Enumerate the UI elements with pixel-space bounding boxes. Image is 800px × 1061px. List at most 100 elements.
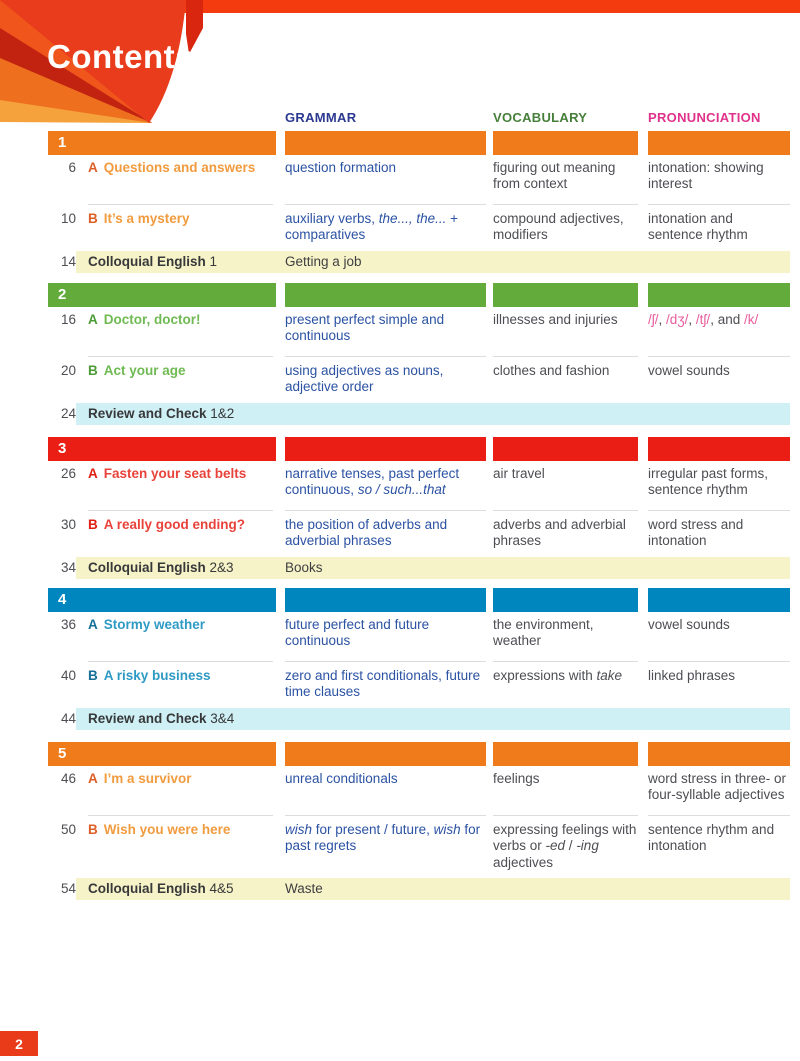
text-part: narrative tenses, past perfect continuou… bbox=[285, 466, 460, 498]
text-part: using adjectives as nouns, adjective ord… bbox=[285, 363, 444, 395]
lesson-vocabulary: air travel bbox=[493, 466, 638, 507]
lesson-grammar: narrative tenses, past perfect continuou… bbox=[285, 466, 486, 507]
lesson-grammar: present perfect simple and continuous bbox=[285, 312, 486, 353]
text-part: intonation and sentence rhythm bbox=[648, 211, 748, 243]
lesson-vocabulary: clothes and fashion bbox=[493, 356, 638, 396]
lesson-pronunciation: vowel sounds bbox=[648, 356, 790, 396]
unit-bar-segment: 1 bbox=[48, 131, 276, 155]
text-part: the..., the... bbox=[378, 211, 447, 226]
band-page-number: 54 bbox=[60, 881, 76, 897]
lesson-row: 30 B A really good ending? the position of … bbox=[48, 510, 790, 550]
lesson-pronunciation: vowel sounds bbox=[648, 617, 790, 658]
lesson-row: 26 A Fasten your seat belts narrative tense… bbox=[48, 466, 790, 507]
text-part: word stress and intonation bbox=[648, 517, 744, 549]
lesson-letter: A bbox=[88, 466, 98, 481]
lesson-row: 6 A Questions and answers question formatio… bbox=[48, 160, 790, 201]
band-row: 34 Colloquial English 2&3 Books bbox=[48, 556, 790, 579]
lesson-page-number: 6 bbox=[68, 160, 76, 175]
band-content: Waste bbox=[285, 881, 323, 897]
text-part: , bbox=[658, 312, 667, 327]
unit-bar-segment: 4 bbox=[48, 588, 276, 612]
text-part: figuring out meaning from context bbox=[493, 160, 616, 192]
text-part: feelings bbox=[493, 771, 540, 786]
lesson-page-number: 46 bbox=[60, 771, 76, 786]
unit-bar-segment bbox=[493, 437, 638, 461]
text-part: take bbox=[596, 668, 623, 683]
lesson-row: 50 B Wish you were here wish for present / … bbox=[48, 815, 790, 871]
unit-number: 1 bbox=[58, 134, 67, 151]
band-label-suffix: 2&3 bbox=[205, 559, 234, 575]
lesson-vocabulary: compound adjectives, modifiers bbox=[493, 204, 638, 244]
band-label: Review and Check 3&4 bbox=[88, 708, 234, 730]
text-part: wish bbox=[285, 822, 313, 837]
text-part: , bbox=[688, 312, 696, 327]
lesson-title: Fasten your seat belts bbox=[103, 466, 247, 481]
band-label-suffix: 4&5 bbox=[205, 881, 234, 897]
lesson-row: 40 B A risky business zero and first condit… bbox=[48, 661, 790, 701]
lesson-grammar: zero and first conditionals, future time… bbox=[285, 661, 486, 701]
lesson-title-cell: B Wish you were here bbox=[88, 815, 273, 871]
lesson-title: Doctor, doctor! bbox=[103, 312, 201, 327]
unit-4-header-bar: 4 bbox=[48, 588, 790, 612]
lesson-letter: B bbox=[88, 668, 98, 683]
text-part: vowel sounds bbox=[648, 617, 730, 632]
lesson-grammar: the position of adverbs and adverbial ph… bbox=[285, 510, 486, 550]
text-part: sentence rhythm and intonation bbox=[648, 822, 775, 854]
lesson-vocabulary: the environment, weather bbox=[493, 617, 638, 658]
text-part: wish bbox=[433, 822, 461, 837]
lesson-page-number: 50 bbox=[60, 822, 76, 837]
text-part: word stress in three- or four-syllable a… bbox=[648, 771, 787, 803]
text-part: irregular past forms, sentence rhythm bbox=[648, 466, 769, 498]
lesson-row: 46 A I’m a survivor unreal conditionals feel… bbox=[48, 771, 790, 812]
text-part: future perfect and future continuous bbox=[285, 617, 430, 649]
lesson-title: Wish you were here bbox=[103, 822, 231, 837]
lesson-letter: A bbox=[88, 617, 98, 632]
lesson-pronunciation: word stress and intonation bbox=[648, 510, 790, 550]
unit-5-header-bar: 5 bbox=[48, 742, 790, 766]
column-header-grammar: GRAMMAR bbox=[285, 110, 357, 125]
band-label: Colloquial English 2&3 bbox=[88, 557, 234, 579]
lesson-letter: A bbox=[88, 160, 98, 175]
band-page-number: 44 bbox=[60, 710, 76, 726]
text-part: question formation bbox=[285, 160, 397, 175]
lesson-grammar: auxiliary verbs, the..., the... + compar… bbox=[285, 204, 486, 244]
unit-bar-segment bbox=[285, 742, 486, 766]
band-row: 44 Review and Check 3&4 bbox=[48, 707, 790, 730]
text-part: -ed bbox=[545, 838, 566, 854]
text-part: adjectives bbox=[493, 854, 554, 870]
text-part: , and bbox=[710, 312, 744, 327]
lesson-title: Stormy weather bbox=[103, 617, 206, 632]
lesson-letter: B bbox=[88, 363, 98, 378]
unit-2-header-bar: 2 bbox=[48, 283, 790, 307]
text-part: so / such...that bbox=[357, 482, 446, 498]
band-background: Colloquial English 1 Getting a job bbox=[76, 250, 790, 273]
lesson-title: It’s a mystery bbox=[103, 211, 190, 226]
page-title: Contents bbox=[47, 38, 194, 75]
unit-section-1: 1 6 A Questions and answers question formati… bbox=[48, 131, 790, 273]
lesson-title-cell: B Act your age bbox=[88, 356, 273, 396]
unit-section-2: 2 16 A Doctor, doctor! present perfect simpl… bbox=[48, 283, 790, 425]
lesson-title: Act your age bbox=[103, 363, 186, 378]
lesson-vocabulary: feelings bbox=[493, 771, 638, 812]
lesson-title: Questions and answers bbox=[103, 160, 256, 175]
lesson-row: 16 A Doctor, doctor! present perfect simple… bbox=[48, 312, 790, 353]
band-label-suffix: 3&4 bbox=[206, 710, 235, 726]
unit-bar-segment: 3 bbox=[48, 437, 276, 461]
lesson-pronunciation: word stress in three- or four-syllable a… bbox=[648, 771, 790, 812]
text-part: clothes and fashion bbox=[493, 363, 610, 378]
lesson-letter: A bbox=[88, 312, 98, 327]
lesson-letter: A bbox=[88, 771, 98, 786]
band-page-number: 14 bbox=[60, 253, 76, 269]
lesson-letter: B bbox=[88, 822, 98, 837]
lesson-pronunciation: intonation and sentence rhythm bbox=[648, 204, 790, 244]
lesson-title: A risky business bbox=[103, 668, 211, 683]
unit-number: 5 bbox=[58, 745, 67, 762]
phonetic-symbol: /dʒ/ bbox=[666, 312, 689, 327]
lesson-vocabulary: expressing feelings with verbs or -ed / … bbox=[493, 815, 638, 871]
lesson-title-cell: A Doctor, doctor! bbox=[88, 312, 273, 353]
lesson-pronunciation: linked phrases bbox=[648, 661, 790, 701]
lesson-grammar: unreal conditionals bbox=[285, 771, 486, 812]
lesson-page-number: 30 bbox=[60, 517, 76, 532]
lesson-page-number: 16 bbox=[60, 312, 76, 327]
